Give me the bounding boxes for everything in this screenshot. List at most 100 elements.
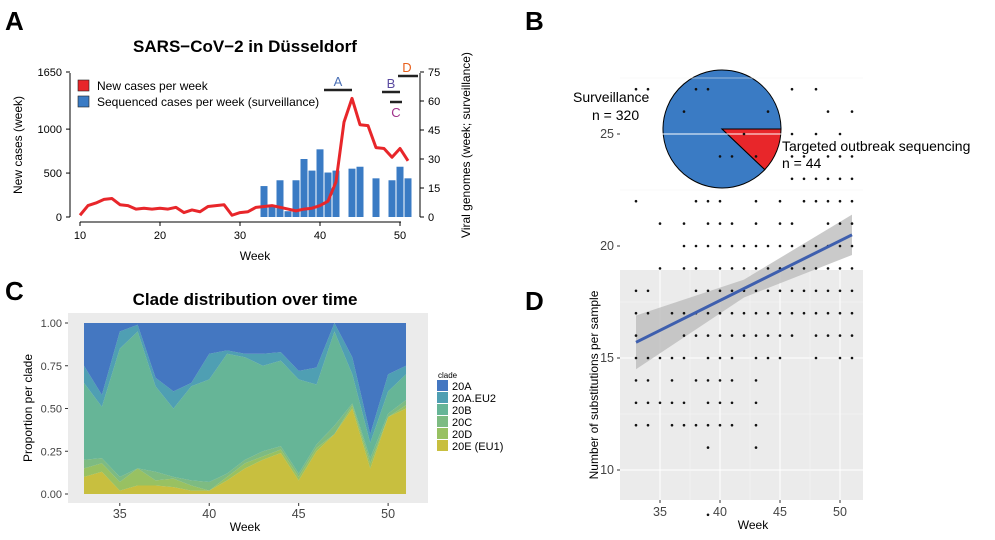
sequenced-bar [324, 172, 332, 217]
scatter-point [706, 379, 710, 382]
x-tick-label: 50 [381, 507, 395, 521]
panel-a-right-ticks: 0 15 30 45 60 75 [420, 67, 440, 224]
scatter-point [634, 311, 638, 315]
scatter-point [718, 244, 722, 248]
scatter-point [634, 423, 638, 427]
scatter-point [754, 311, 758, 315]
scatter-point [790, 311, 794, 315]
scatter-point [706, 222, 710, 225]
x-tick-label: 50 [833, 505, 847, 519]
clade-legend-label: 20D [452, 429, 472, 441]
scatter-point [790, 267, 794, 270]
scatter-point [658, 267, 662, 270]
scatter-point [694, 334, 698, 337]
scatter-point [682, 401, 686, 405]
scatter-point [730, 244, 734, 248]
scatter-point [718, 199, 722, 203]
scatter-point [694, 267, 698, 270]
sequenced-bar [332, 170, 340, 217]
y-right-tick-label: 60 [428, 96, 440, 108]
outbreak-b-label: B [387, 76, 396, 91]
scatter-point [826, 267, 830, 270]
scatter-point [718, 334, 722, 337]
clade-legend-swatch [437, 440, 448, 451]
sequenced-bar [300, 159, 308, 217]
scatter-point [754, 334, 758, 337]
scatter-point [814, 244, 818, 248]
scatter-point [814, 267, 818, 270]
scatter-point [778, 356, 782, 360]
scatter-point [682, 423, 686, 427]
scatter-point [634, 379, 638, 382]
scatter-point [718, 155, 722, 158]
clade-area-20d [84, 405, 406, 491]
scatter-point [754, 267, 758, 270]
scatter-point [670, 379, 674, 382]
scatter-point [706, 311, 710, 315]
scatter-point [742, 334, 746, 337]
panel-d-y-label: Number of substitutions per sample [587, 290, 601, 479]
sequenced-bar [284, 211, 292, 217]
legend-label-new-cases: New cases per week [97, 79, 209, 93]
scatter-point [826, 289, 830, 293]
scatter-point [766, 244, 770, 248]
y-right-tick-label: 30 [428, 154, 440, 166]
panel-a-chart: SARS−CoV−2 in Düsseldorf 10 20 30 40 50 0 500… [11, 37, 473, 263]
panel-c-y-label: Proportion per clade [21, 354, 35, 462]
scatter-point [778, 199, 782, 203]
panel-label-a: A [5, 6, 24, 36]
scatter-point [634, 199, 638, 203]
scatter-point [706, 356, 710, 360]
scatter-point [646, 379, 650, 382]
panel-d-x-label: Week [738, 518, 769, 532]
y-right-tick-label: 15 [428, 183, 440, 195]
scatter-point [850, 267, 854, 270]
scatter-point [670, 401, 674, 405]
scatter-point [802, 267, 806, 270]
scatter-point [850, 177, 854, 181]
scatter-point [682, 244, 686, 248]
clade-legend-label: 20C [452, 417, 472, 429]
scatter-point [730, 356, 734, 360]
y-tick-label: 0.00 [41, 489, 62, 501]
clade-legend-swatch [437, 392, 448, 403]
legend-swatch-sequenced [77, 95, 90, 108]
scatter-point [802, 311, 806, 315]
x-tick-label: 35 [113, 507, 127, 521]
scatter-point [658, 356, 662, 360]
scatter-point [646, 356, 650, 360]
scatter-point [634, 289, 638, 293]
scatter-point [694, 423, 698, 427]
x-tick-label: 30 [234, 230, 246, 242]
scatter-point [742, 132, 746, 136]
scatter-point [826, 155, 830, 158]
scatter-point [766, 334, 770, 337]
y-tick-label: 20 [600, 239, 614, 253]
panel-c-x-ticks: 35 40 45 50 [113, 503, 395, 521]
x-tick-label: 45 [292, 507, 306, 521]
panel-c-chart: Clade distribution over time 35 40 45 50 0.… [21, 290, 503, 534]
panel-a-x-ticks: 10 20 30 40 50 [74, 222, 406, 242]
scatter-point [682, 334, 686, 337]
sequenced-bar [268, 205, 276, 217]
x-tick-label: 40 [202, 507, 216, 521]
scatter-point [838, 155, 842, 158]
y-tick-label: 25 [600, 127, 614, 141]
clade-legend-label: 20A [452, 381, 472, 393]
scatter-point [802, 177, 806, 181]
scatter-point [838, 177, 842, 181]
scatter-point [694, 289, 698, 293]
scatter-point [814, 334, 818, 337]
clade-legend-swatch [437, 428, 448, 439]
panel-d-plot-bg [620, 270, 863, 500]
scatter-point [778, 311, 782, 315]
scatter-point [790, 334, 794, 337]
sequenced-bar [396, 166, 404, 217]
clade-legend-swatch [437, 404, 448, 415]
y-right-tick-label: 75 [428, 67, 440, 79]
scatter-point [838, 311, 842, 315]
scatter-point [850, 155, 854, 158]
outbreak-d-label: D [402, 60, 411, 75]
